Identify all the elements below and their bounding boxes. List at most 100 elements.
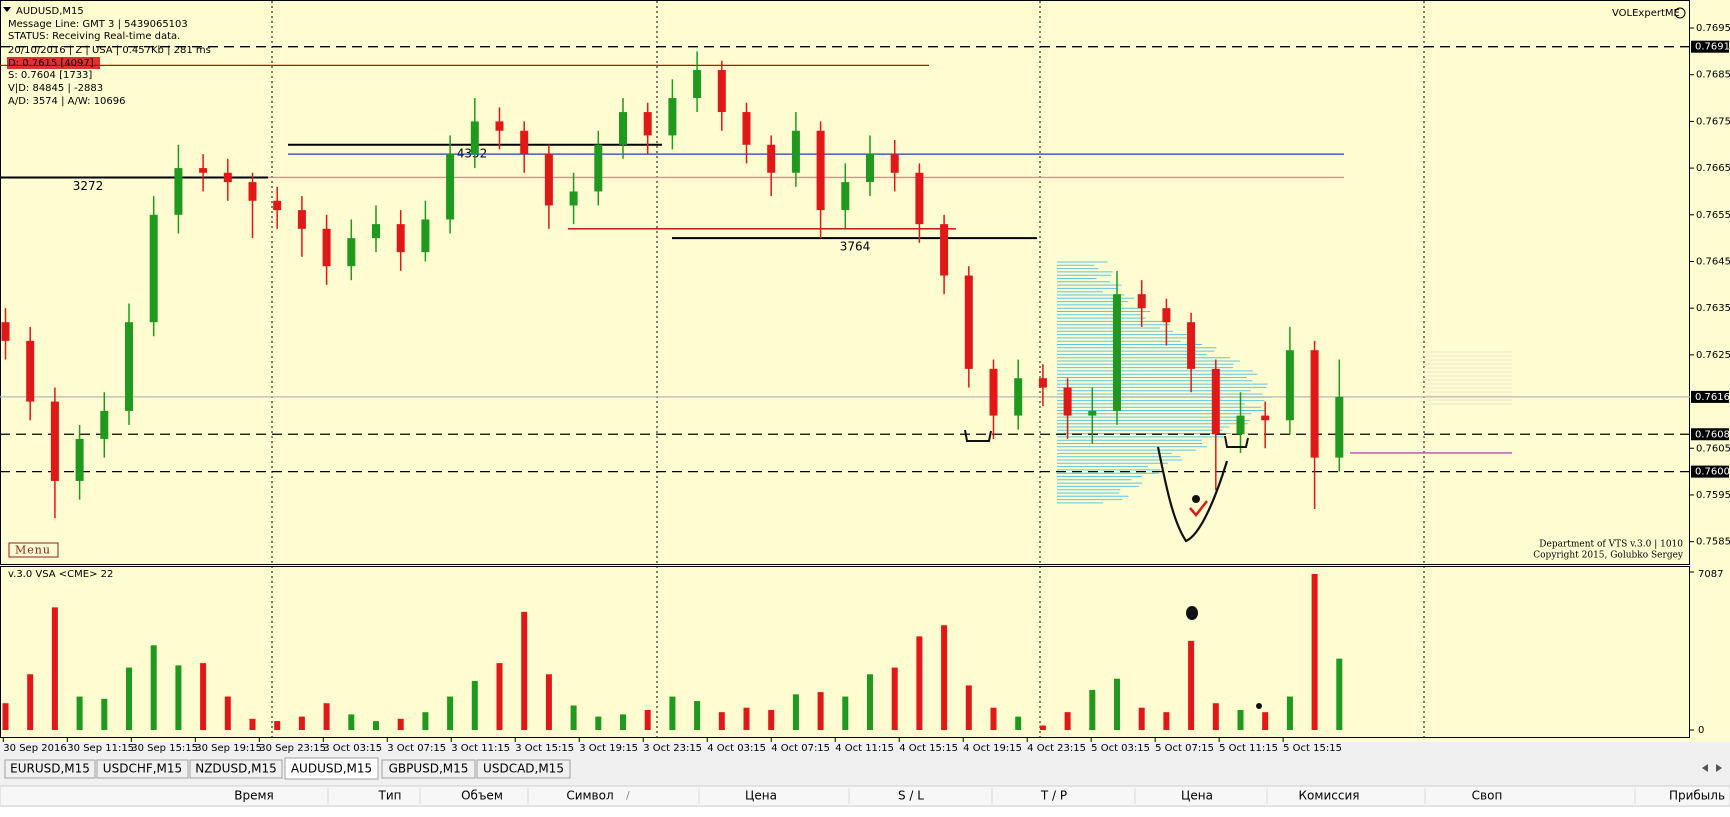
tab[interactable] <box>96 759 189 779</box>
tab-label[interactable]: AUDUSD,M15 <box>291 762 372 776</box>
candle-body <box>619 112 627 145</box>
volume-bar <box>916 636 923 730</box>
candle-body <box>149 214 158 323</box>
volume-bar <box>249 718 256 730</box>
candle-body <box>1014 378 1023 416</box>
candle-body <box>174 168 183 215</box>
volume-bar <box>1286 696 1293 730</box>
candle-body <box>791 130 800 173</box>
volume-bar <box>817 692 824 730</box>
volume-bar <box>718 712 725 730</box>
y-tick-label: 0.7645 <box>1696 256 1730 267</box>
volume-bar <box>348 714 355 730</box>
candle-body <box>1162 308 1171 323</box>
column-header[interactable]: Комиссия <box>1299 789 1360 803</box>
column-header[interactable]: Символ <box>566 789 613 803</box>
tab-label[interactable]: USDCAD,M15 <box>483 762 564 776</box>
indicator-icon[interactable] <box>1674 7 1686 19</box>
candle-body <box>841 182 850 211</box>
menu-label[interactable]: Menu <box>15 544 51 557</box>
candle-body <box>125 322 133 411</box>
volume-bar <box>620 714 626 730</box>
column-header[interactable]: S / L <box>898 789 924 803</box>
volume-bar <box>1138 707 1145 730</box>
volume-bar <box>1188 640 1195 730</box>
volume-bar <box>422 712 429 730</box>
y-tick-label: 0.7625 <box>1696 350 1730 361</box>
price-mark-box <box>1691 428 1729 441</box>
tab-scroll-right[interactable] <box>1716 764 1722 772</box>
table-row <box>0 807 1730 817</box>
tab[interactable] <box>189 759 283 779</box>
x-tick-label: 30 Sep 11:15 <box>67 743 134 754</box>
x-tick-label: 3 Oct 23:15 <box>643 743 702 754</box>
tab[interactable] <box>476 759 571 779</box>
volume-bar <box>298 716 305 730</box>
candle-body <box>50 401 59 481</box>
candle-body <box>1187 322 1196 369</box>
volume-bar <box>76 696 83 730</box>
column-header[interactable]: Прибыль <box>1669 789 1725 803</box>
candle-body <box>273 200 282 211</box>
column-header[interactable]: Цена <box>745 789 777 803</box>
volume-bar <box>743 707 750 730</box>
candle-body <box>594 144 603 192</box>
tab[interactable] <box>284 757 379 780</box>
info-line: A/D: 3574 | A/W: 10696 <box>8 96 126 107</box>
candle-body <box>100 410 109 439</box>
tab[interactable] <box>381 759 476 779</box>
candle-body <box>199 168 208 173</box>
candle-body <box>717 70 726 113</box>
tab-label[interactable]: NZDUSD,M15 <box>195 762 277 776</box>
main-panel-border <box>0 0 1690 565</box>
collapse-triangle[interactable] <box>3 7 11 12</box>
candle-body <box>1211 368 1220 435</box>
tab-label[interactable]: USDCHF,M15 <box>103 762 182 776</box>
candle-body <box>1285 350 1294 421</box>
table-header-cells: Время Тип Объем Символ Цена S / L T / P Цена Ком… <box>234 788 1725 804</box>
candle-body <box>866 154 874 183</box>
tab-label[interactable]: GBPUSD,M15 <box>389 762 469 776</box>
x-tick-label: 3 Oct 07:15 <box>387 743 446 754</box>
tab-label[interactable]: EURUSD,M15 <box>10 762 90 776</box>
candle-body <box>890 154 899 173</box>
symbol: AUDUSD,M15 <box>16 6 84 17</box>
volume-bar <box>1114 678 1120 730</box>
y-tick-label: 0.7585 <box>1696 537 1730 548</box>
y-tick-label: 0.7665 <box>1696 163 1730 174</box>
candle-body <box>1113 294 1121 411</box>
volume-bar <box>224 696 231 730</box>
tab-scroll-left[interactable] <box>1702 764 1708 772</box>
candle-body <box>446 154 455 220</box>
x-tick-label: 30 Sep 15:15 <box>131 743 198 754</box>
volume-bar <box>521 611 528 730</box>
column-header[interactable]: Тип <box>378 789 402 803</box>
price-mark-label: 0.7691 <box>1695 42 1730 53</box>
volume-bar <box>694 701 701 730</box>
x-tick-label: 4 Oct 03:15 <box>707 743 766 754</box>
volume-title: v.3.0 VSA <CME> 22 <box>8 569 113 580</box>
volume-bar <box>1163 712 1170 730</box>
column-header[interactable]: Своп <box>1472 789 1503 803</box>
column-header[interactable]: Объем <box>461 789 503 803</box>
volume-bar <box>373 721 379 730</box>
copyright: Department of VTS v.3.0 | 1010 <box>1539 540 1683 550</box>
candle-body <box>544 154 553 206</box>
volume-bar <box>644 709 651 730</box>
volume-bar <box>1212 703 1219 730</box>
volume-bar <box>1064 712 1071 730</box>
volume-bar <box>595 716 602 730</box>
column-header[interactable]: T / P <box>1040 789 1067 803</box>
menu-button[interactable] <box>8 542 59 558</box>
tab[interactable] <box>4 759 96 779</box>
volume-bar <box>842 696 849 730</box>
candle-body <box>495 121 504 131</box>
x-tick-label: 3 Oct 11:15 <box>451 743 510 754</box>
volume-bar <box>397 718 404 730</box>
x-tick-label: 3 Oct 15:15 <box>515 743 574 754</box>
column-header[interactable]: Время <box>234 789 274 803</box>
candle-body <box>915 172 924 225</box>
column-header[interactable]: Цена <box>1181 789 1213 803</box>
